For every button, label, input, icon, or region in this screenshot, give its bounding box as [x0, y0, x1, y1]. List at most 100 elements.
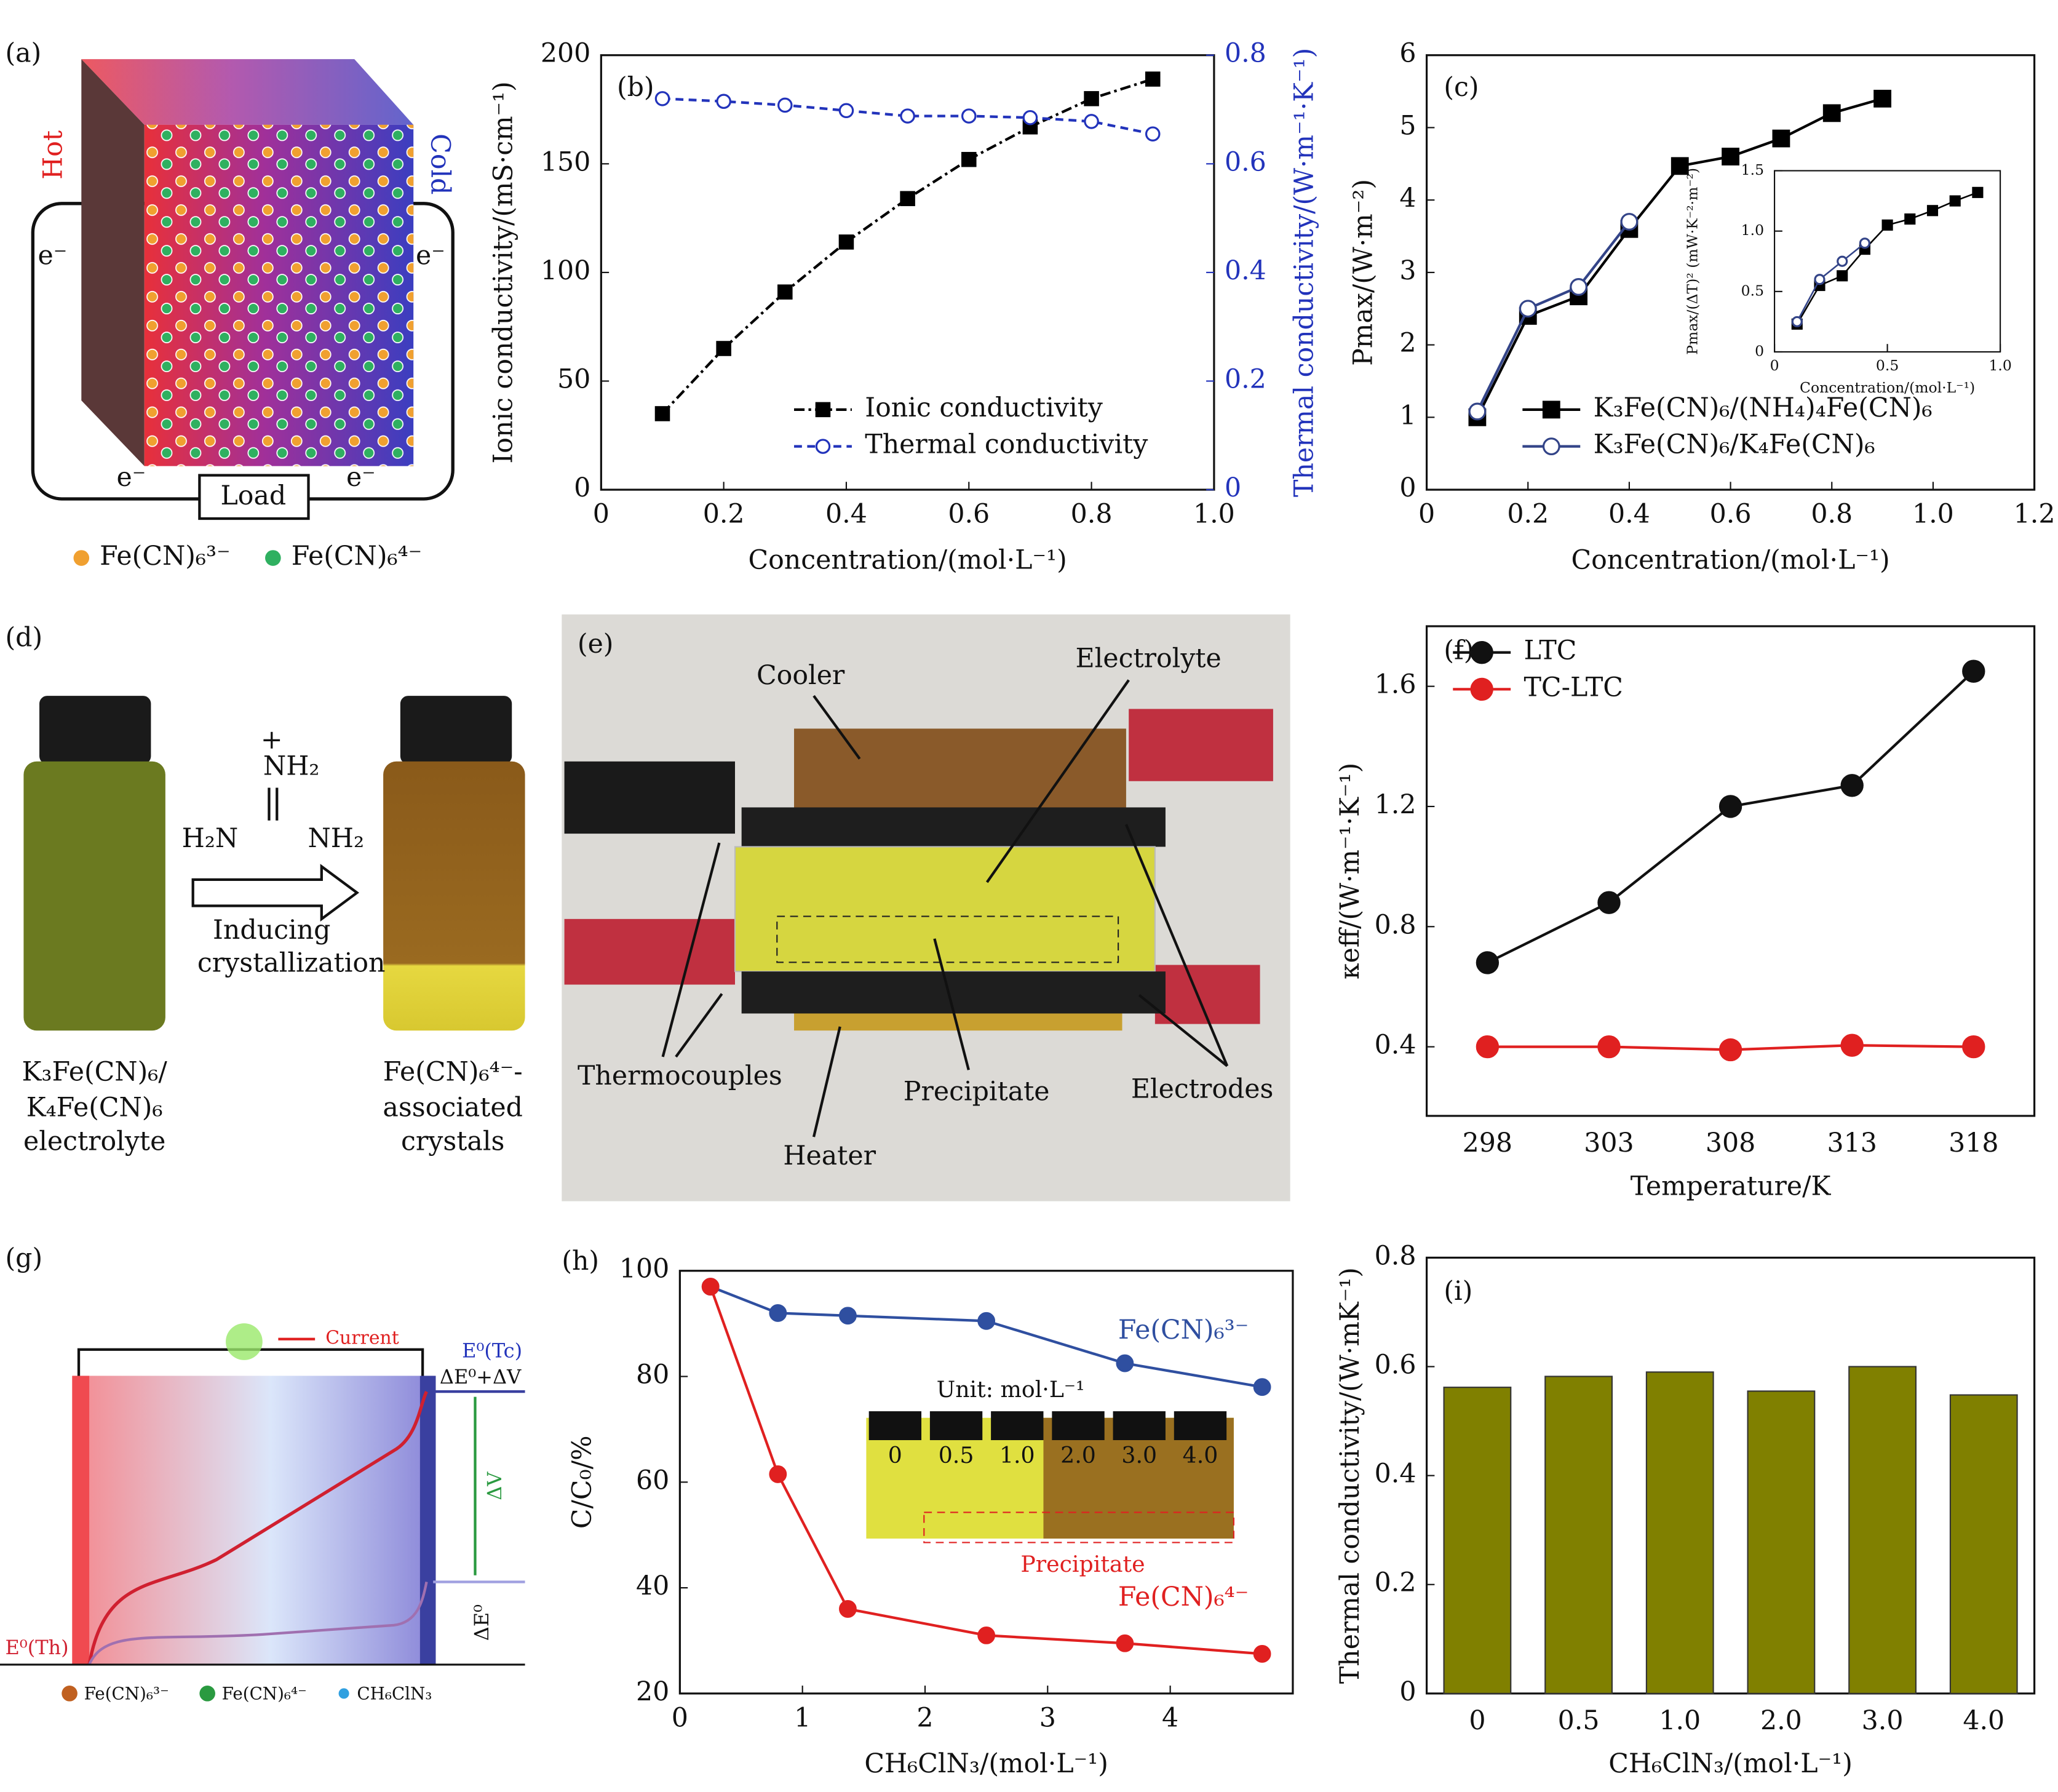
data-point: [1904, 213, 1916, 225]
panel-label: (g): [6, 1243, 43, 1274]
load-box: [198, 474, 310, 520]
data-point: [900, 108, 915, 124]
series-label: Fe(CN)₆⁴⁻: [1118, 1582, 1249, 1612]
panel-a: (a) Load Hot Cold e⁻ e⁻ e⁻ e⁻ Fe(CN)₆³⁻ …: [6, 38, 456, 571]
data-point: [777, 284, 793, 300]
data-point: [1620, 213, 1639, 231]
charge: +: [261, 725, 283, 755]
y-tick-label: 1.5: [1741, 161, 1764, 178]
series-line: [1796, 191, 1978, 325]
load: Load: [220, 480, 286, 511]
data-point: [1597, 1035, 1621, 1059]
plot-frame: [1425, 54, 2036, 491]
bar: [1848, 1366, 1917, 1694]
data-point: [1145, 71, 1161, 87]
box-top: [81, 59, 414, 125]
data-point: [1962, 1035, 1985, 1059]
y-tick-label: 0: [1755, 342, 1764, 359]
legend-marker: [199, 1686, 215, 1702]
plot-frame: [1425, 625, 2036, 1117]
vial-label: 1.0: [999, 1442, 1035, 1468]
vial-label: 0.5: [939, 1442, 974, 1468]
data-point: [1881, 219, 1893, 231]
x-tick-label: 0: [1469, 1705, 1485, 1736]
data-point: [838, 103, 854, 119]
panel-e: (e) Cooler Electrolyte Thermocouples Pre…: [562, 614, 1290, 1201]
legend-marker: [338, 1688, 349, 1699]
electrode: [741, 971, 1166, 1014]
legend-label: TC-LTC: [1524, 672, 1623, 703]
vial-label: 0: [888, 1442, 902, 1468]
annotation: E⁰(Th): [6, 1636, 69, 1659]
x-tick-label: 0: [593, 499, 610, 530]
chem-group: NH₂: [263, 751, 320, 781]
vial-label: 3.0: [1121, 1442, 1157, 1468]
vial-cap: [400, 696, 512, 765]
clip: [1154, 965, 1260, 1024]
data-point: [1926, 205, 1939, 217]
arrow: [1138, 994, 1228, 1067]
data-point: [1570, 278, 1587, 296]
arrow: [661, 842, 721, 1057]
y-tick-label: 0: [1399, 472, 1416, 503]
x-tick-label: 0.8: [1071, 499, 1113, 530]
data-point: [654, 91, 670, 106]
inset-label: Unit: mol·L⁻¹: [937, 1376, 1085, 1403]
panel-label: (d): [6, 622, 43, 653]
vial-cap: [1052, 1411, 1105, 1441]
data-point: [961, 108, 977, 124]
legend-label: Ionic conductivity: [865, 392, 1103, 423]
x-axis-label: Concentration/(mol·L⁻¹): [1800, 379, 1975, 396]
arrow: [675, 993, 723, 1058]
caption: K₄Fe(CN)₆: [26, 1092, 163, 1123]
clip: [564, 918, 735, 985]
x-axis-label: Concentration/(mol·L⁻¹): [748, 544, 1067, 575]
arrow: [985, 679, 1130, 883]
bar: [1544, 1376, 1613, 1694]
panel-label: (i): [1444, 1276, 1472, 1307]
callout: Electrodes: [1131, 1073, 1274, 1104]
bar: [1443, 1387, 1512, 1694]
legend-marker: [815, 402, 831, 418]
data-point: [1840, 1033, 1864, 1057]
data-point: [1116, 1634, 1134, 1652]
cold: Cold: [425, 133, 456, 194]
clip: [564, 761, 735, 834]
x-tick-label: 1.0: [1193, 499, 1235, 530]
data-point: [1145, 126, 1161, 142]
annotation: ΔE⁰+ΔV: [440, 1365, 522, 1388]
legend-label: CH₆ClN₃: [357, 1683, 432, 1703]
legend-label: Fe(CN)₆³⁻: [84, 1683, 169, 1703]
x-tick-label: 0.2: [1507, 499, 1549, 530]
legend-marker: [62, 1686, 77, 1702]
legend-marker: [1470, 640, 1493, 664]
x-tick-label: 318: [1949, 1128, 1998, 1158]
legend-label: LTC: [1524, 635, 1576, 666]
y-tick-label: 4: [1399, 183, 1416, 213]
x-tick-label: 4: [1162, 1703, 1178, 1734]
y-tick-label: 1.6: [1375, 669, 1416, 700]
y-tick-label: 0.5: [1741, 282, 1764, 299]
legend-label: Thermal conductivity: [865, 429, 1148, 460]
arrow: [812, 695, 861, 760]
panel-label: (e): [578, 629, 614, 659]
data-point: [769, 1465, 787, 1483]
y-tick-label: 100: [619, 1254, 669, 1284]
data-point: [1116, 1354, 1134, 1372]
series-line: [709, 1286, 1263, 1655]
annotation: E⁰(Tc): [462, 1339, 522, 1363]
arrow: [1124, 824, 1229, 1067]
x-tick-label: 303: [1584, 1128, 1634, 1158]
x-tick-label: 0.8: [1811, 499, 1853, 530]
y-tick-label: 50: [557, 364, 590, 394]
data-point: [900, 191, 915, 207]
panel-label: (c): [1444, 72, 1479, 103]
legend-marker: [815, 439, 831, 454]
y-tick-label: 0: [1399, 1676, 1416, 1707]
vial-cap: [1113, 1411, 1166, 1441]
data-point: [839, 1307, 857, 1325]
series-label: Fe(CN)₆³⁻: [1118, 1315, 1249, 1345]
callout: Thermocouples: [578, 1061, 782, 1091]
series-line: [662, 97, 1153, 135]
x-tick-label: 0.4: [825, 499, 867, 530]
